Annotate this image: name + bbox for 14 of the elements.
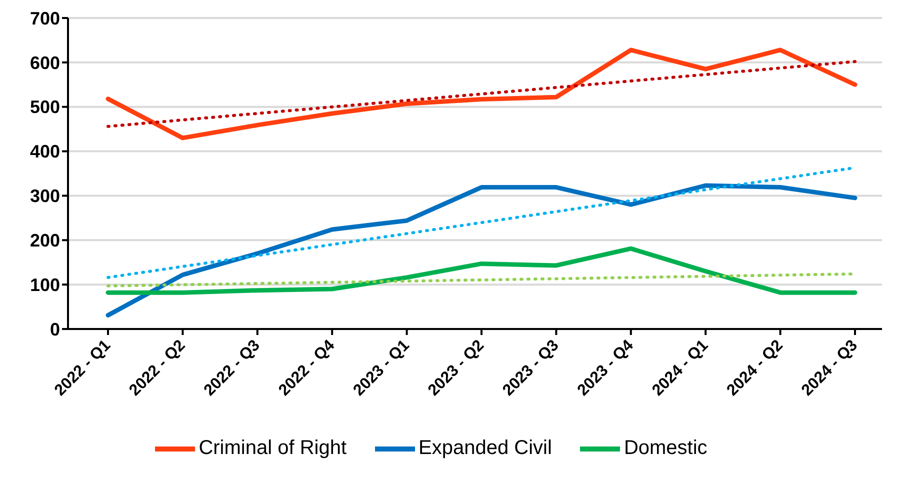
y-tick-label: 0 <box>50 319 60 340</box>
line-series <box>106 48 858 140</box>
y-tick-label: 200 <box>30 230 60 251</box>
line-series <box>106 246 858 295</box>
y-tick-label: 700 <box>30 8 60 28</box>
y-tick-label: 400 <box>30 142 60 162</box>
y-tick-label: 100 <box>30 274 60 295</box>
legend-label: Domestic <box>624 437 708 460</box>
legend-label: Criminal of Right <box>198 437 347 460</box>
y-tick-label: 300 <box>30 186 60 206</box>
y-tick-label: 500 <box>30 97 60 118</box>
legend-label: Expanded Civil <box>418 437 552 460</box>
line-series <box>106 183 858 318</box>
y-tick-label: 600 <box>30 52 60 73</box>
